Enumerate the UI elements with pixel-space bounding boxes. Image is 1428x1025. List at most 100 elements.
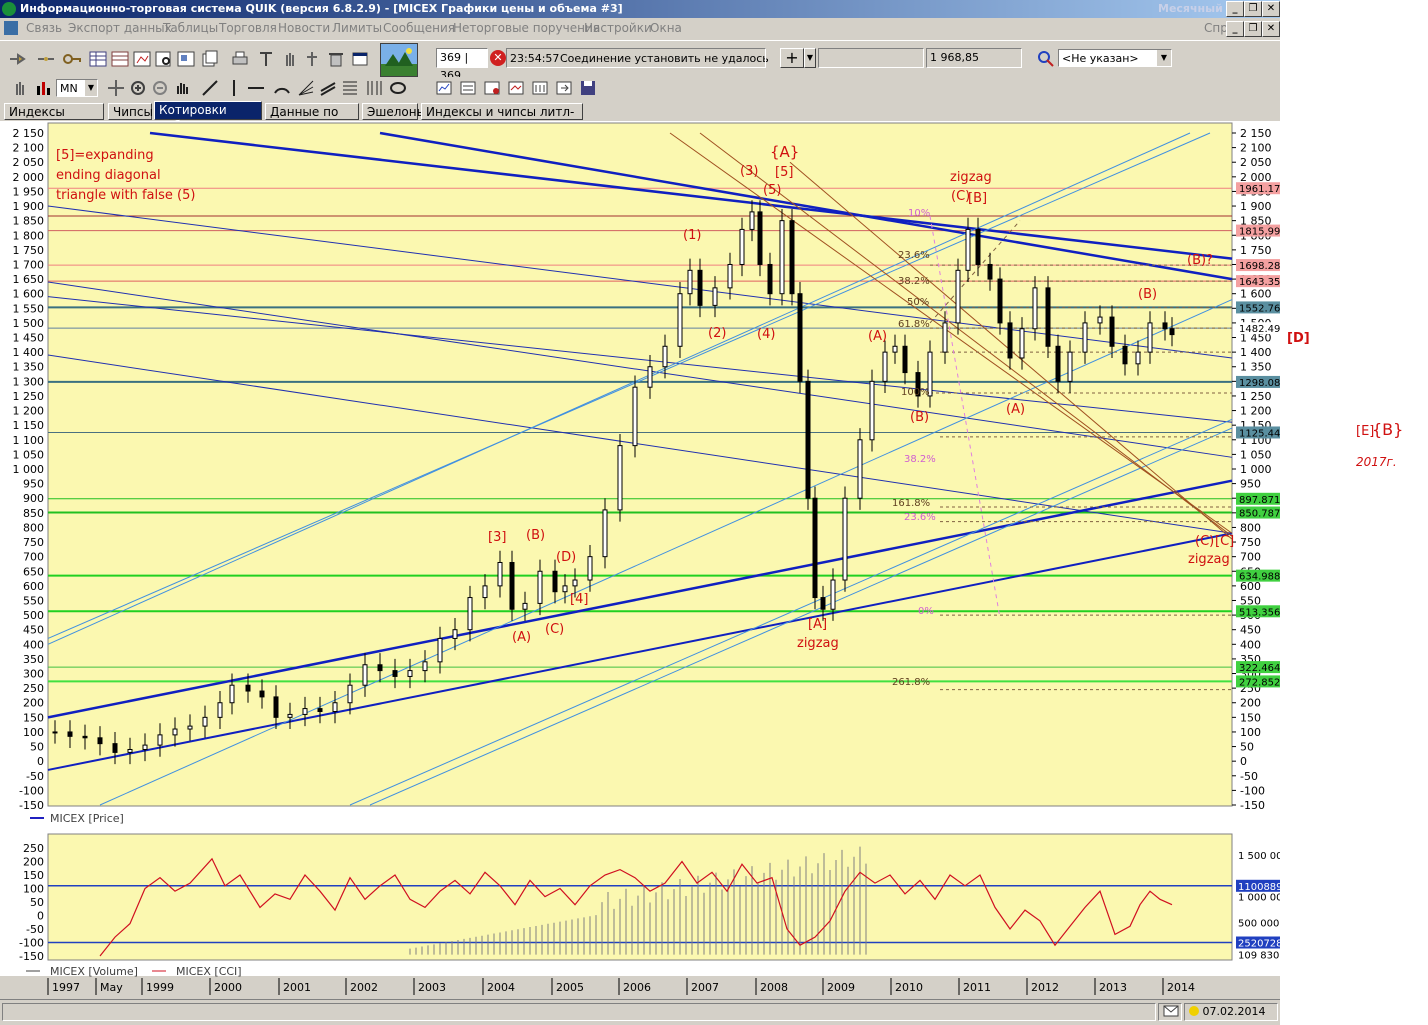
portfolio-icon[interactable]	[176, 49, 196, 69]
window-icon[interactable]	[350, 49, 370, 69]
chart-save-icon[interactable]	[578, 78, 598, 98]
tab-echelons[interactable]: Эшелоны	[362, 103, 426, 120]
zoom-in-icon[interactable]	[128, 78, 148, 98]
chart-copy-icon[interactable]	[434, 78, 454, 98]
wave-label: (B)?	[1187, 253, 1213, 268]
child-close-button[interactable]: ✕	[1262, 21, 1280, 37]
volume-tick: 1 500 000	[1238, 851, 1280, 862]
chart-settings-icon[interactable]	[458, 78, 478, 98]
price-tick-right: 1 350	[1240, 361, 1272, 374]
chart-indicator-icon[interactable]	[506, 78, 526, 98]
candle-body	[1169, 328, 1175, 336]
trash-icon[interactable]	[326, 49, 346, 69]
candle-body	[1045, 287, 1051, 347]
candle-body	[82, 735, 88, 739]
price-tick-right: 200	[1240, 697, 1261, 710]
candle-body	[955, 269, 961, 324]
tab-indexes-little-frame[interactable]: Индексы и чипсы литл-фрейм	[421, 103, 583, 135]
price-tick-left: 2 150	[13, 127, 45, 140]
price-tick-left: 600	[23, 580, 44, 593]
arc-icon[interactable]	[272, 78, 292, 98]
move-icon[interactable]	[106, 78, 126, 98]
chart-export-icon[interactable]	[554, 78, 574, 98]
tab-index-daily[interactable]: Индексы дневные	[4, 103, 104, 135]
cci-tick: -50	[26, 923, 44, 936]
chevron-down-icon[interactable]: ▼	[1157, 50, 1171, 66]
fib-label: 23.6%	[904, 512, 936, 523]
account-select[interactable]: <Не указан> ▼	[1058, 49, 1172, 67]
document-icon[interactable]	[4, 21, 18, 35]
bar-chart-icon[interactable]	[34, 78, 54, 98]
hand-icon[interactable]	[280, 49, 300, 69]
menu-item-4[interactable]: Новости	[278, 21, 331, 35]
zoom-out-icon[interactable]	[150, 78, 170, 98]
menu-item-8[interactable]: Настройки	[584, 21, 652, 35]
minimize-button[interactable]: _	[1226, 1, 1244, 17]
price-tag-label: 850.787	[1239, 509, 1280, 520]
menu-item-0[interactable]: Связь	[26, 21, 63, 35]
menu-item-7[interactable]: Неторговые поручения	[453, 21, 600, 35]
key-icon[interactable]	[62, 49, 82, 69]
chart-area[interactable]: 2 150 2 150 2 100 2 100 2 050 2 050 2 000 2 000…	[0, 121, 1289, 997]
interval-select[interactable]: MN ▼	[56, 79, 98, 97]
price-tag	[1236, 375, 1280, 388]
menu-item-5[interactable]: Лимиты	[332, 21, 383, 35]
menu-item-3[interactable]: Торговля	[219, 21, 277, 35]
menu-windows[interactable]: Окна	[650, 21, 682, 35]
volume-legend: MICEX [Volume]	[50, 965, 138, 978]
price-tag-label: 513.356	[1239, 607, 1280, 618]
fan-icon[interactable]	[296, 78, 316, 98]
error-icon: ✕	[490, 50, 506, 66]
landscape-picture-icon[interactable]	[380, 43, 418, 77]
pin-icon[interactable]	[302, 49, 322, 69]
search-table-icon[interactable]	[154, 49, 174, 69]
add-dropdown-arrow-icon[interactable]: ▼	[804, 48, 816, 68]
text-tool-icon[interactable]	[256, 49, 276, 69]
instrument-field[interactable]	[818, 48, 924, 68]
channel-icon[interactable]	[318, 78, 338, 98]
outside-label-e: [E]	[1356, 424, 1375, 439]
time-label: 2013	[1099, 981, 1127, 994]
add-button[interactable]: +	[780, 48, 804, 68]
child-restore-button[interactable]: ❐	[1244, 21, 1262, 37]
wave-label: zigzag	[950, 170, 992, 185]
menu-item-1[interactable]: Экспорт данных	[68, 21, 172, 35]
price-tag	[1236, 492, 1280, 505]
copy-icon[interactable]	[200, 49, 220, 69]
price-tick-left: 450	[23, 624, 44, 637]
tab-chips[interactable]: Чипсы	[108, 103, 153, 120]
disconnect-icon[interactable]	[36, 49, 56, 69]
menu-item-6[interactable]: Сообщения	[383, 21, 456, 35]
orders-icon[interactable]	[110, 49, 130, 69]
deals-icon[interactable]	[132, 49, 152, 69]
connect-icon[interactable]	[8, 49, 28, 69]
child-minimize-button[interactable]: _	[1226, 21, 1244, 37]
fibonacci-icon[interactable]	[340, 78, 360, 98]
price-tag-label: 1552.76	[1239, 303, 1280, 314]
table-icon[interactable]	[88, 49, 108, 69]
price-plot-background	[47, 122, 1233, 807]
title-bar[interactable]: Информационно-торговая система QUIK (вер…	[0, 0, 1280, 18]
mail-icon[interactable]	[1158, 1003, 1182, 1021]
chart-add-icon[interactable]	[482, 78, 502, 98]
ellipse-icon[interactable]	[388, 78, 408, 98]
price-tick-left: 650	[23, 565, 44, 578]
account-icon[interactable]	[1036, 49, 1056, 69]
cursor-hand-icon[interactable]	[10, 78, 30, 98]
fibonacci-time-icon[interactable]	[364, 78, 384, 98]
close-button[interactable]: ✕	[1262, 1, 1280, 17]
vertical-line-icon[interactable]	[224, 78, 244, 98]
print-icon[interactable]	[230, 49, 250, 69]
pan-hand-icon[interactable]	[172, 78, 192, 98]
horizontal-line-icon[interactable]	[246, 78, 266, 98]
tab-quotes-table[interactable]: Котировки таблица	[154, 101, 262, 133]
trendline-icon[interactable]	[200, 78, 220, 98]
cci-tick: 50	[30, 896, 44, 909]
chart-properties-icon[interactable]	[530, 78, 550, 98]
interval-chevron-icon[interactable]: ▼	[85, 80, 97, 96]
tab-account-data[interactable]: Данные по счету	[265, 103, 359, 135]
restore-button[interactable]: ❐	[1244, 1, 1262, 17]
wave-label: (3)	[740, 164, 758, 179]
menu-item-2[interactable]: Таблицы	[163, 21, 219, 35]
